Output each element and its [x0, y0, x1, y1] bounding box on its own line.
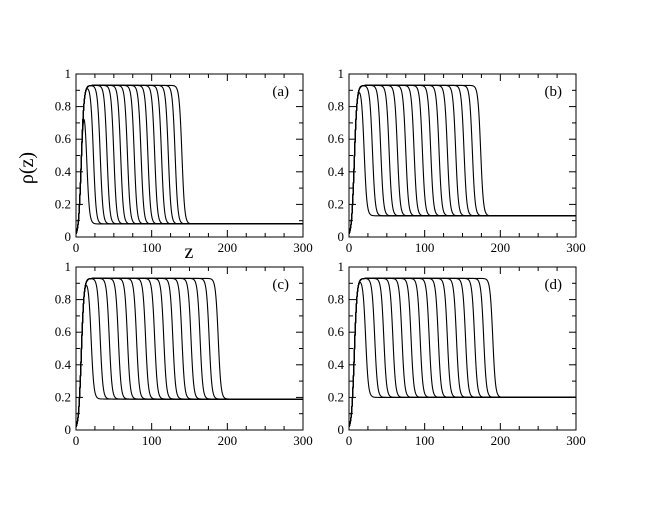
density-profile-curve [348, 277, 576, 428]
y-tick-label: 0.8 [55, 292, 71, 307]
density-profile-curve [348, 277, 576, 428]
density-profile-curve [75, 277, 303, 428]
y-tick-label: 0 [338, 422, 345, 437]
density-profile-curve [348, 277, 576, 428]
x-tick-label: 300 [293, 240, 313, 255]
y-tick-label: 0.4 [55, 164, 72, 179]
density-profile-curve [348, 84, 576, 235]
panel-4: 0 100 200 300 0 0.2 0.4 0.6 0.8 1 (d) [328, 259, 586, 448]
x-tick-label: 200 [491, 240, 511, 255]
x-tick-label: 0 [346, 240, 353, 255]
density-profile-curve [75, 84, 303, 235]
x-tick-label: 0 [346, 433, 353, 448]
x-tick-label: 200 [218, 433, 238, 448]
density-profile-curve [348, 277, 576, 428]
density-profile-curve [348, 277, 576, 428]
y-tick-label: 1 [338, 66, 345, 81]
panel-1: 0 100 200 300 0 0.2 0.4 0.6 0.8 1 (a) [55, 66, 313, 255]
density-profile-curve [348, 84, 576, 235]
y-tick-label: 0.6 [55, 324, 72, 339]
density-profile-curve [348, 277, 576, 428]
y-tick-label: 0.8 [328, 99, 344, 114]
density-profile-curve [348, 277, 576, 428]
y-tick-label: 1 [65, 259, 72, 274]
y-tick-label: 0.6 [328, 131, 345, 146]
y-tick-label: 0.2 [55, 389, 71, 404]
x-tick-label: 200 [491, 433, 511, 448]
density-profile-curve [348, 277, 576, 428]
y-tick-label: 0.8 [328, 292, 344, 307]
density-profile-curve [348, 84, 576, 235]
y-tick-label: 0.2 [328, 389, 344, 404]
density-profile-curve [348, 84, 576, 235]
density-profile-curve [348, 84, 576, 235]
density-profile-curve [348, 277, 576, 428]
y-tick-label: 0 [65, 229, 72, 244]
panel-label: (c) [272, 277, 289, 293]
x-tick-label: 0 [73, 433, 80, 448]
density-profile-curve [348, 84, 576, 235]
x-tick-label: 100 [142, 433, 162, 448]
density-profile-curve [348, 277, 576, 428]
density-profile-curve [348, 277, 576, 428]
density-profile-curve [348, 84, 576, 235]
y-tick-label: 0.2 [328, 196, 344, 211]
y-tick-label: 1 [65, 66, 72, 81]
y-tick-label: 0.2 [55, 196, 71, 211]
x-tick-label: 100 [415, 240, 435, 255]
density-profile-curve [348, 84, 576, 235]
density-profile-curve [348, 84, 576, 235]
y-tick-label: 1 [338, 259, 345, 274]
density-profile-curve [348, 84, 576, 235]
density-profile-curve [348, 85, 576, 235]
density-profile-curve [348, 84, 576, 235]
y-tick-label: 0.6 [55, 131, 72, 146]
y-tick-label: 0 [65, 422, 72, 437]
plot-frame [348, 73, 577, 238]
x-tick-label: 0 [73, 240, 80, 255]
density-profile-curve [75, 84, 303, 235]
density-profile-curve [348, 278, 576, 428]
x-tick-label: 100 [142, 240, 162, 255]
y-tick-label: 0.4 [55, 357, 72, 372]
x-axis-title: z [185, 241, 194, 263]
density-profile-curve [348, 277, 576, 428]
y-tick-label: 0.6 [328, 324, 345, 339]
x-tick-label: 300 [566, 433, 586, 448]
panel-2: 0 100 200 300 0 0.2 0.4 0.6 0.8 1 (b) [328, 66, 586, 255]
density-profile-curve [348, 277, 576, 428]
x-tick-label: 300 [566, 240, 586, 255]
panel-3: 0 100 200 300 0 0.2 0.4 0.6 0.8 1 (c) [55, 259, 313, 448]
x-tick-label: 300 [293, 433, 313, 448]
panel-label: (b) [545, 84, 563, 100]
panel-label: (a) [272, 84, 289, 100]
density-profile-curve [348, 84, 576, 235]
y-axis-title: ρ(z) [16, 152, 38, 184]
x-tick-label: 200 [218, 240, 238, 255]
density-profile-curve [348, 84, 576, 235]
density-profile-curve [348, 281, 576, 428]
density-profile-curve [75, 118, 303, 235]
y-tick-label: 0.4 [328, 164, 345, 179]
x-tick-label: 100 [415, 433, 435, 448]
panel-label: (d) [545, 277, 563, 293]
y-tick-label: 0.4 [328, 357, 345, 372]
y-tick-label: 0.8 [55, 99, 71, 114]
y-tick-label: 0 [338, 229, 345, 244]
